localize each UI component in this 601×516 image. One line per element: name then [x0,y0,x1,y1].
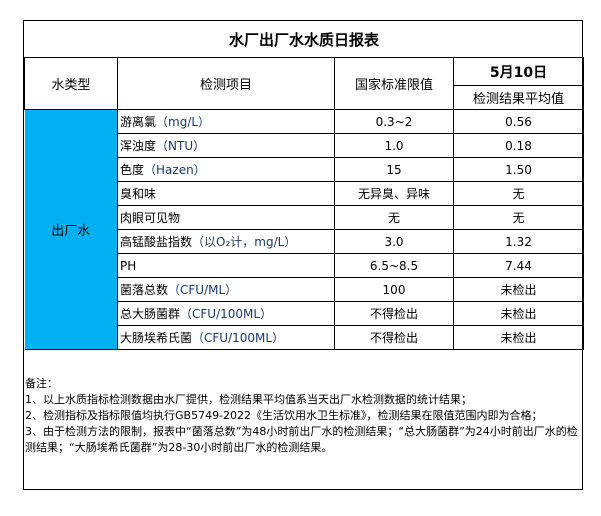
report-title: 水厂出厂水水质日报表 [24,21,584,58]
result-cell: 无 [452,205,585,230]
item-cell: 高锰酸盐指数（以O₂计，mg/L） [117,229,335,254]
table-row: 菌落总数（CFU/ML） 100 未检出 [25,277,585,302]
item-cell: 游离氯（mg/L） [117,109,335,134]
limit-cell: 不得检出 [334,301,454,326]
item-cell: PH [117,253,335,278]
table-row: PH 6.5~8.5 7.44 [25,253,585,278]
result-cell: 1.50 [452,157,585,182]
result-cell: 无 [452,181,585,206]
table-row: 高锰酸盐指数（以O₂计，mg/L） 3.0 1.32 [25,229,585,254]
item-name: 臭和味 [120,187,157,201]
table-row: 出厂水 游离氯（mg/L） 0.3~2 0.56 [24,109,585,350]
item-unit: （NTU） [156,139,206,153]
item-unit: （mg/L） [156,115,211,129]
header-water-type: 水类型 [24,57,118,110]
table-row: 大肠埃希氏菌（CFU/100ML） 不得检出 未检出 [25,325,585,350]
limit-cell: 无异臭、异味 [334,181,454,206]
report-sheet: 水厂出厂水水质日报表 水类型 检测项目 国家标准限值 5月10日 检测结果平均值… [23,20,585,490]
limit-cell: 不得检出 [334,325,454,350]
table-row: 总大肠菌群（CFU/100ML） 不得检出 未检出 [25,301,585,326]
limit-cell: 6.5~8.5 [334,253,454,278]
item-name: 总大肠菌群 [120,307,181,321]
header-date: 5月10日 [452,57,585,86]
result-cell: 未检出 [452,277,585,302]
item-name: 菌落总数 [120,283,169,297]
item-unit: （以O₂计，mg/L） [192,235,297,249]
result-cell: 未检出 [452,325,585,350]
water-quality-table: 水厂出厂水水质日报表 水类型 检测项目 国家标准限值 5月10日 检测结果平均值… [24,21,585,350]
note-3: 3、由于检测方法的限制，报表中“菌落总数”为48小时前出厂水的检测结果；“总大肠… [25,425,578,454]
limit-cell: 0.3~2 [334,109,454,134]
header-limit: 国家标准限值 [334,57,454,110]
item-cell: 总大肠菌群（CFU/100ML） [117,301,335,326]
limit-cell: 无 [334,205,454,230]
notes: 备注： 1、以上水质指标检测数据由水厂提供，检测结果平均值系当天出厂水检测数据的… [24,376,581,456]
table-row: 臭和味 无异臭、异味无 [25,181,585,206]
limit-cell: 100 [334,277,454,302]
header-item: 检测项目 [117,57,335,110]
result-cell: 未检出 [452,301,585,326]
item-cell: 肉眼可见物 [117,205,335,230]
item-name: 肉眼可见物 [120,211,181,225]
table-row: 浑浊度（NTU） 1.0 0.18 [25,133,585,158]
note-1: 1、以上水质指标检测数据由水厂提供，检测结果平均值系当天出厂水检测数据的统计结果… [25,393,472,406]
item-name: 色度 [120,163,145,177]
item-cell: 臭和味 [117,181,335,206]
water-type-cell: 出厂水 [24,109,118,350]
item-unit: （CFU/100ML） [180,307,273,321]
result-cell: 0.18 [452,133,585,158]
item-name: 游离氯 [120,115,157,129]
item-name: 大肠埃希氏菌 [120,331,193,345]
header-result: 检测结果平均值 [452,85,585,110]
note-2: 2、检测指标及指标限值均执行GB5749-2022《生活饮用水卫生标准》，检测结… [25,409,543,422]
result-cell: 0.56 [452,109,585,134]
item-unit: （Hazen） [144,163,206,177]
limit-cell: 3.0 [334,229,454,254]
item-cell: 浑浊度（NTU） [117,133,335,158]
item-cell: 菌落总数（CFU/ML） [117,277,335,302]
item-unit: （CFU/ML） [168,283,238,297]
item-name: 浑浊度 [120,139,157,153]
limit-cell: 1.0 [334,133,454,158]
result-cell: 7.44 [452,253,585,278]
result-cell: 1.32 [452,229,585,254]
item-cell: 色度（Hazen） [117,157,335,182]
item-cell: 大肠埃希氏菌（CFU/100ML） [117,325,335,350]
item-name: 高锰酸盐指数 [120,235,193,249]
item-unit: （CFU/100ML） [192,331,285,345]
table-row: 色度（Hazen） 15 1.50 [25,157,585,182]
limit-cell: 15 [334,157,454,182]
notes-heading: 备注： [25,377,58,390]
item-name: PH [120,258,137,273]
